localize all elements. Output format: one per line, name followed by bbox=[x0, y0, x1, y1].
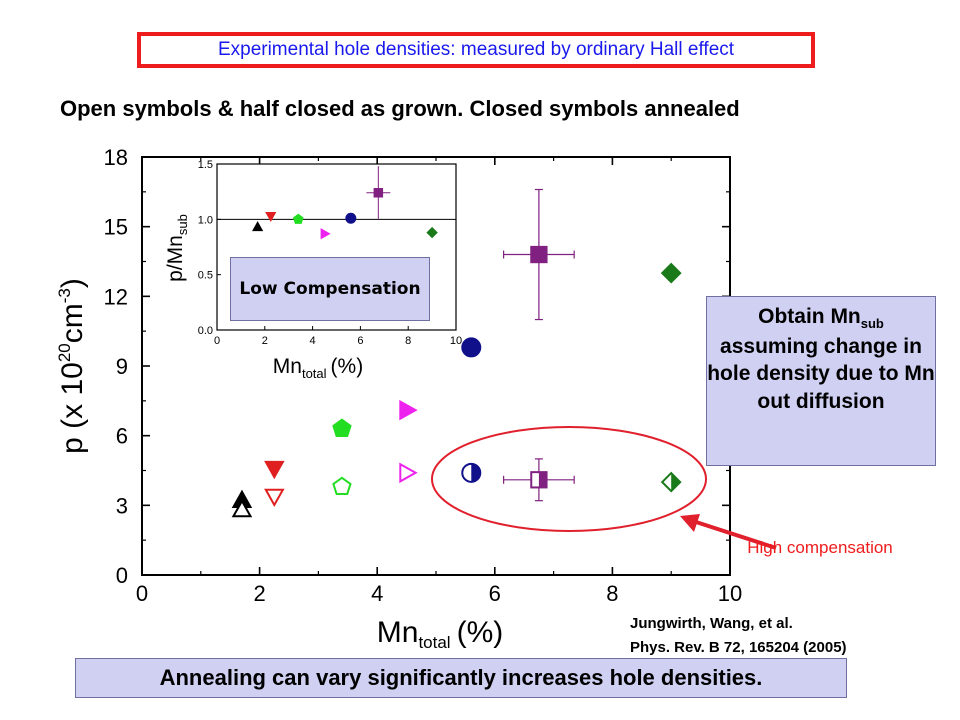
citation-authors: Jungwirth, Wang, et al. bbox=[630, 615, 793, 632]
inset-x-tick-label: 6 bbox=[357, 335, 363, 347]
obtain-rest-label: assuming change in hole density due to M… bbox=[707, 335, 935, 413]
low-compensation-label: Low Compensation bbox=[239, 278, 421, 299]
low-compensation-callout: Low Compensation bbox=[230, 257, 430, 321]
inset-x-tick-label: 8 bbox=[405, 335, 411, 347]
x-tick-label: 2 bbox=[253, 581, 265, 606]
high-compensation-label: High compensation bbox=[747, 538, 893, 557]
inset-y-tick-label: 0.0 bbox=[198, 325, 213, 337]
arrow-shaft bbox=[695, 520, 777, 550]
inset-x-tick-label: 10 bbox=[450, 335, 462, 347]
inset-x-tick-label: 0 bbox=[214, 335, 220, 347]
bottom-conclusion: Annealing can vary significantly increas… bbox=[159, 665, 763, 690]
header-title: Experimental hole densities: measured by… bbox=[217, 39, 735, 60]
y-tick-label: 18 bbox=[104, 145, 128, 170]
inset-y-tick-label: 0.5 bbox=[198, 270, 213, 282]
x-tick-label: 8 bbox=[606, 581, 618, 606]
obtain-mnsub-callout: Obtain Mnsub assuming change in hole den… bbox=[706, 296, 936, 466]
x-tick-label: 10 bbox=[718, 581, 742, 606]
inset-y-tick-label: 1.0 bbox=[198, 214, 213, 226]
high-compensation-ellipse bbox=[431, 426, 707, 532]
y-tick-label: 12 bbox=[104, 284, 128, 309]
inset-x-tick-label: 2 bbox=[262, 335, 268, 347]
data-point-triangle-right-full bbox=[320, 228, 331, 240]
data-point-diamond-half bbox=[660, 471, 682, 493]
data-point-circle-full bbox=[345, 212, 357, 224]
subtitle: Open symbols & half closed as grown. Clo… bbox=[60, 96, 740, 121]
x-axis-label: Mntotal (%) bbox=[377, 616, 503, 652]
y-tick-label: 3 bbox=[116, 493, 128, 518]
data-point-pentagon-open bbox=[332, 476, 352, 495]
y-tick-label: 9 bbox=[116, 354, 128, 379]
data-point-triangle-down-open bbox=[264, 488, 285, 508]
citation-journal: Phys. Rev. B 72, 165204 (2005) bbox=[630, 639, 847, 656]
data-point-pentagon-full bbox=[332, 418, 352, 437]
data-point-circle-full bbox=[461, 337, 482, 358]
data-point-square-half bbox=[530, 471, 548, 489]
inset-x-axis-label: Mntotal (%) bbox=[273, 355, 363, 381]
obtain-label: Obtain Mn bbox=[758, 305, 861, 328]
data-point-diamond-full bbox=[426, 226, 438, 239]
data-point-diamond-full bbox=[660, 262, 682, 284]
data-point-circle-half bbox=[461, 462, 482, 483]
x-tick-label: 0 bbox=[136, 581, 148, 606]
data-point-triangle-right-full bbox=[399, 399, 418, 421]
y-tick-label: 15 bbox=[104, 215, 128, 240]
x-tick-label: 6 bbox=[489, 581, 501, 606]
data-point-square-full bbox=[373, 188, 384, 198]
bottom-conclusion-box: Annealing can vary significantly increas… bbox=[75, 658, 847, 698]
citation: Jungwirth, Wang, et al. Phys. Rev. B 72,… bbox=[630, 612, 847, 660]
inset-y-tick-label: 1.5 bbox=[198, 159, 213, 171]
inset-x-tick-label: 4 bbox=[310, 335, 316, 347]
data-point-triangle-up-open bbox=[231, 498, 253, 518]
data-point-pentagon-full bbox=[292, 213, 304, 224]
y-tick-label: 6 bbox=[116, 424, 128, 449]
header-title-box: Experimental hole densities: measured by… bbox=[137, 32, 815, 68]
data-point-square-full bbox=[530, 245, 548, 264]
y-axis-label: p (x 1020cm-3) bbox=[55, 278, 89, 454]
data-point-triangle-down-full bbox=[264, 460, 285, 480]
x-tick-label: 4 bbox=[371, 581, 383, 606]
data-point-triangle-right-open bbox=[399, 462, 418, 484]
arrow-head bbox=[680, 514, 700, 532]
data-point-triangle-up-full bbox=[252, 221, 264, 232]
obtain-sub-label: sub bbox=[860, 316, 884, 332]
inset-y-axis-label: p/Mnsub bbox=[164, 214, 190, 282]
data-point-triangle-down-full bbox=[265, 212, 277, 223]
y-tick-label: 0 bbox=[116, 563, 128, 588]
